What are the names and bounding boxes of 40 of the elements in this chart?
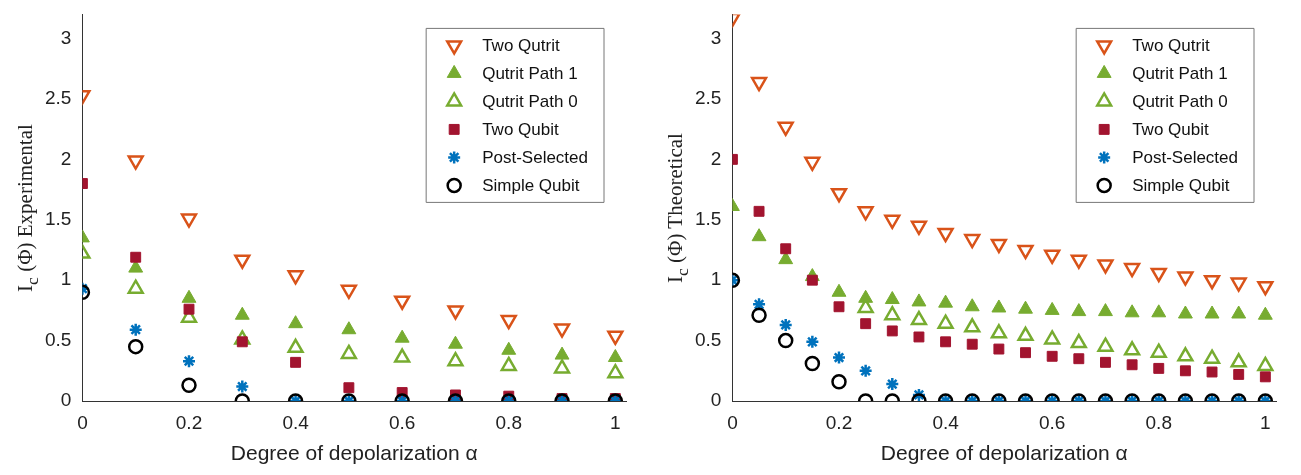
legend-label: Two Qubit — [1132, 120, 1209, 140]
y-tick-label: 1.5 — [44, 208, 72, 230]
x-tick-label: 1 — [1260, 411, 1271, 433]
x-axis-title: Degree of depolarization α — [880, 441, 1128, 465]
y-tick-label: 3 — [60, 26, 72, 48]
y-tick-label: 0 — [710, 389, 722, 411]
legend-label: Simple Qubit — [1132, 176, 1230, 196]
x-tick-label: 0.8 — [1145, 411, 1172, 433]
legend-label: Qutrit Path 1 — [482, 64, 578, 84]
legend-label: Two Qutrit — [482, 36, 560, 56]
x-tick-label: 0 — [77, 411, 88, 433]
y-tick-label: 1 — [710, 268, 722, 290]
legend-label: Qutrit Path 0 — [1132, 92, 1228, 112]
legend-label: Two Qutrit — [1132, 36, 1210, 56]
x-tick-label: 0.8 — [495, 411, 522, 433]
x-tick-label: 0.2 — [175, 411, 203, 433]
legend-label: Post-Selected — [482, 148, 589, 168]
y-tick-label: 3 — [710, 26, 722, 48]
y-tick-label: 2.5 — [694, 87, 722, 109]
y-tick-label: 0.5 — [44, 328, 72, 350]
y-tick-label: 1 — [60, 268, 72, 290]
legend-label: Two Qubit — [482, 120, 559, 140]
x-tick-label: 0.4 — [282, 411, 310, 433]
legend-label: Qutrit Path 1 — [1132, 64, 1228, 84]
y-tick-label: 2 — [710, 147, 722, 169]
x-tick-label: 1 — [610, 411, 621, 433]
x-tick-label: 0.2 — [825, 411, 853, 433]
legend-label: Simple Qubit — [482, 176, 580, 196]
x-axis-title: Degree of depolarization α — [230, 441, 478, 465]
y-tick-label: 0 — [60, 389, 72, 411]
legend-label: Post-Selected — [1132, 148, 1239, 168]
y-tick-label: 2 — [60, 147, 72, 169]
x-tick-label: 0.6 — [388, 411, 416, 433]
legend-label: Qutrit Path 0 — [482, 92, 578, 112]
x-tick-label: 0.6 — [1038, 411, 1066, 433]
x-tick-label: 0.4 — [932, 411, 960, 433]
x-tick-label: 0 — [727, 411, 738, 433]
y-tick-label: 2.5 — [44, 87, 72, 109]
y-tick-label: 0.5 — [694, 328, 722, 350]
y-tick-label: 1.5 — [694, 208, 722, 230]
